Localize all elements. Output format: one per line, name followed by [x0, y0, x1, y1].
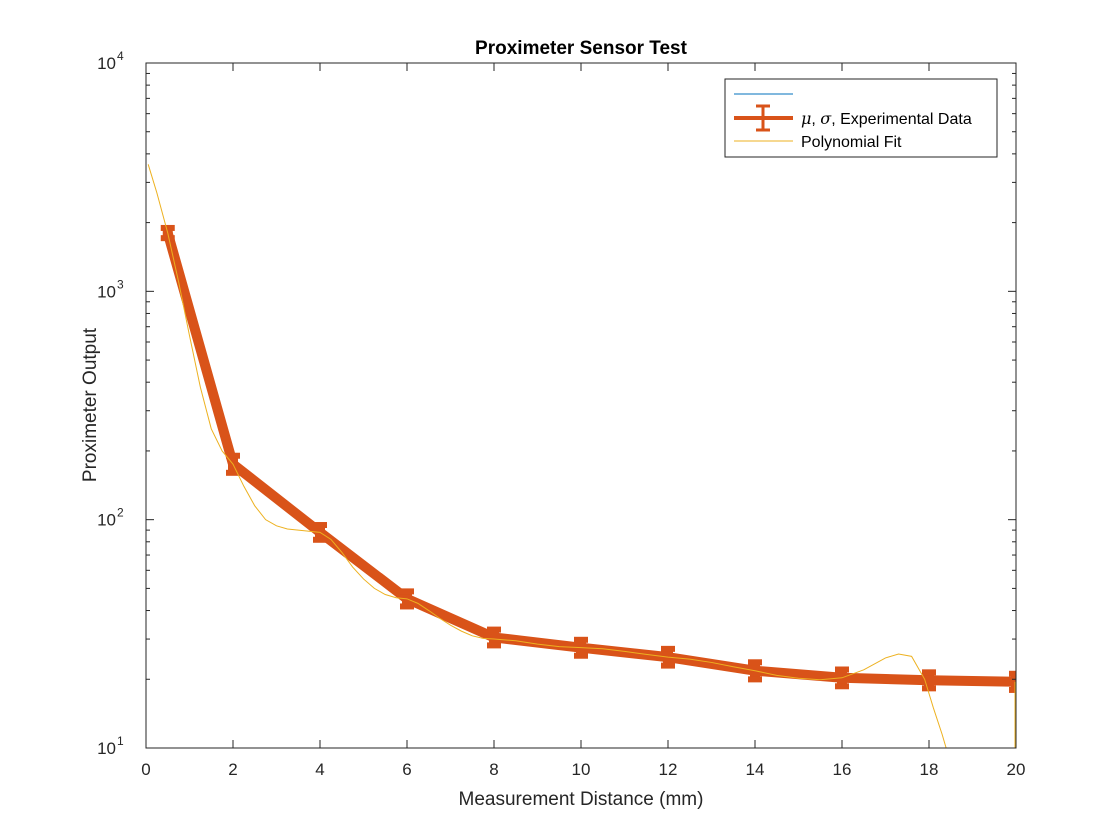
x-tick-label: 14 — [746, 760, 765, 779]
x-tick-label: 10 — [572, 760, 591, 779]
y-tick-exponent: 4 — [117, 49, 124, 63]
experimental-data-point — [487, 626, 501, 649]
x-tick-label: 4 — [315, 760, 324, 779]
legend: μ, σ, Experimental Data Polynomial Fit — [724, 78, 998, 158]
experimental-data-point — [1009, 670, 1016, 693]
x-tick-label: 16 — [833, 760, 852, 779]
legend-label-polynomial-fit: Polynomial Fit — [801, 134, 902, 151]
x-axis-label: Measurement Distance (mm) — [459, 789, 704, 810]
y-tick-label: 10 — [97, 54, 116, 73]
x-tick-label: 18 — [920, 760, 939, 779]
chart-title: Proximeter Sensor Test — [475, 38, 688, 59]
y-tick-label: 10 — [97, 739, 116, 758]
data-layer — [147, 164, 1016, 748]
x-tick-label: 20 — [1007, 760, 1026, 779]
x-tick-label: 8 — [489, 760, 498, 779]
y-tick-exponent: 3 — [117, 277, 124, 291]
polynomial-fit-line — [147, 164, 947, 748]
legend-label-experimental-data: μ, σ, Experimental Data — [801, 109, 972, 128]
y-tick-label: 10 — [97, 282, 116, 301]
y-tick-exponent: 2 — [117, 506, 124, 520]
y-tick-exponent: 1 — [117, 734, 124, 748]
x-tick-label: 2 — [228, 760, 237, 779]
experimental-data-point — [922, 669, 936, 692]
legend-swatch-experimental-data — [734, 104, 793, 132]
y-axis-label: Proximeter Output — [80, 327, 101, 482]
x-tick-label: 6 — [402, 760, 411, 779]
x-tick-label: 0 — [141, 760, 150, 779]
x-tick-label: 12 — [659, 760, 678, 779]
y-tick-label: 10 — [97, 511, 116, 530]
plot-area — [146, 63, 1016, 748]
